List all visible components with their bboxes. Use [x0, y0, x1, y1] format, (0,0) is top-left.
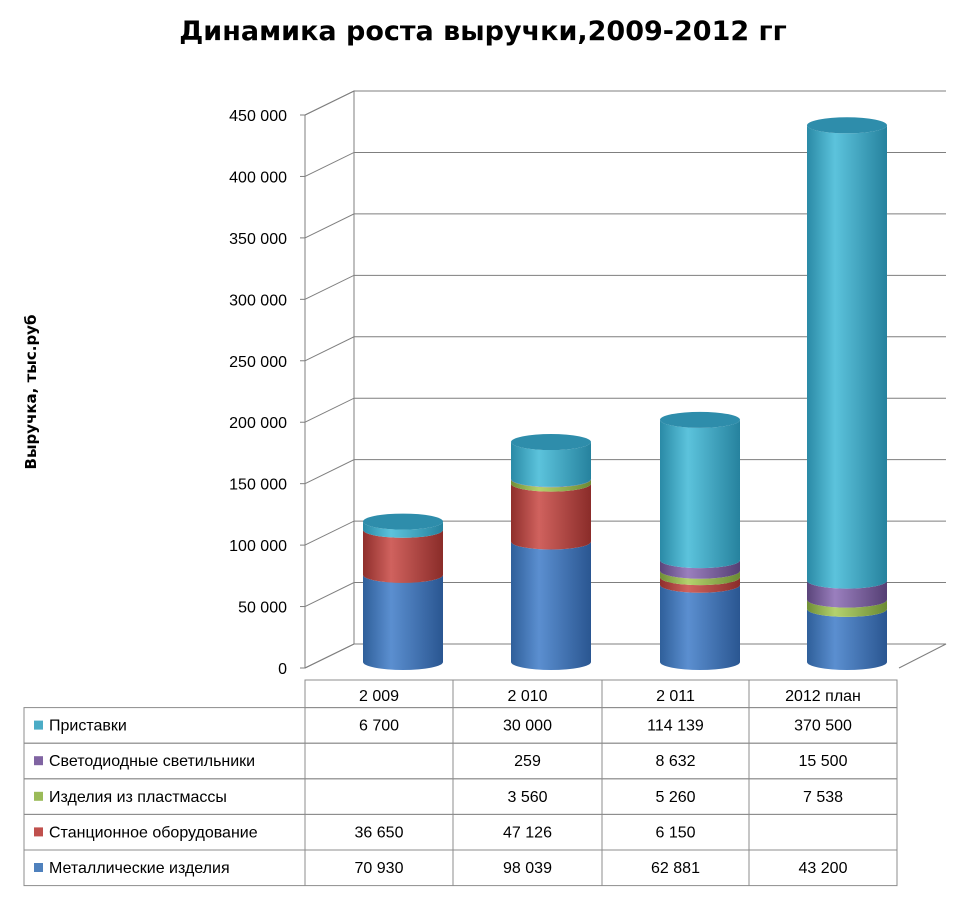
bar-top: [660, 411, 740, 428]
data-label: 98 039: [503, 860, 552, 877]
bars: [363, 117, 888, 670]
legend-swatch: [34, 791, 43, 801]
gridline: [304, 336, 946, 362]
y-tick-label: 400 000: [229, 169, 287, 186]
x-tick-label: 2 009: [359, 688, 399, 705]
bar-segment: [363, 521, 443, 538]
bar-segment: [363, 529, 443, 583]
bar-segment: [511, 483, 591, 550]
y-tick-label: 300 000: [229, 292, 287, 309]
bar-segment: [660, 570, 740, 586]
bar-top: [363, 513, 443, 530]
legend-label: Приставки: [49, 718, 127, 735]
y-tick-label: 450 000: [229, 108, 287, 125]
bar-segment: [807, 608, 888, 670]
data-label: 30 000: [503, 718, 552, 735]
data-label: 6 700: [359, 718, 399, 735]
legend-label: Светодиодные светильники: [49, 753, 255, 770]
bar-segment: [807, 599, 888, 617]
legend-label: Станционное оборудование: [49, 824, 258, 841]
y-tick-label: 150 000: [229, 477, 287, 494]
chart-title: Динамика роста выручки,2009-2012 гг: [179, 16, 787, 47]
legend-swatch: [34, 863, 43, 872]
x-tick-label: 2 011: [656, 688, 695, 705]
bar-top: [807, 117, 887, 134]
y-tick-label: 50 000: [238, 600, 287, 617]
bar-segment: [363, 574, 443, 670]
gridline: [304, 582, 946, 608]
gridline: [304, 274, 946, 300]
table-row: [23, 849, 898, 887]
y-tick-label: 100 000: [229, 538, 287, 555]
y-tick-label: 0: [278, 661, 287, 678]
legend-label: Изделия из пластмассы: [49, 789, 227, 806]
data-label: 259: [514, 753, 541, 770]
x-tick-label: 2012 план: [785, 688, 861, 705]
legend-swatch: [34, 827, 43, 837]
bar-segment: [807, 125, 888, 589]
back-wall-left-edge: [304, 90, 355, 668]
bar-segment: [660, 577, 740, 593]
data-label: 3 560: [507, 789, 547, 806]
gridline: [304, 151, 946, 177]
data-label: 36 650: [355, 824, 404, 841]
data-label: 15 500: [799, 753, 848, 770]
gridline: [304, 90, 946, 116]
data-label: 8 632: [655, 753, 695, 770]
gridline: [304, 643, 946, 669]
y-tick-label: 350 000: [229, 231, 287, 248]
bar-segment: [660, 560, 740, 579]
data-label: 43 200: [799, 860, 848, 877]
y-axis-label: Выручка, тыс.руб: [22, 315, 40, 470]
data-label: 114 139: [647, 718, 704, 735]
data-label: 370 500: [794, 718, 852, 735]
data-label: 6 150: [655, 824, 695, 841]
bar-top: [511, 434, 591, 451]
legend-swatch: [34, 720, 43, 730]
gridline: [304, 520, 946, 546]
y-axis-ticks: 0 50 000 100 000 150 000 200 000 250 000 300 0…: [229, 108, 287, 678]
gridline: [304, 459, 946, 485]
data-label: 5 260: [655, 789, 695, 806]
bar-segment: [660, 584, 740, 670]
data-table: 2 009 2 010 2 011 2012 план Приставки 6 700 30…: [23, 679, 898, 887]
data-label: 62 881: [651, 860, 700, 877]
gridline: [304, 213, 946, 239]
bar-segment: [511, 442, 591, 487]
gridline: [304, 397, 946, 423]
y-tick-label: 200 000: [229, 415, 287, 432]
x-tick-label: 2 010: [507, 688, 547, 705]
y-tick-label: 250 000: [229, 354, 287, 371]
bar-segment: [511, 541, 591, 670]
bar-segment: [511, 479, 591, 492]
legend-swatch: [34, 756, 43, 766]
bar-segment: [660, 419, 740, 569]
data-label: 70 930: [355, 860, 404, 877]
gridlines: [300, 90, 946, 669]
table-row: [23, 707, 898, 744]
data-label: 7 538: [803, 789, 843, 806]
bar-segment: [807, 580, 888, 608]
legend-label: Металлические изделия: [49, 860, 230, 877]
data-label: 47 126: [503, 824, 552, 841]
